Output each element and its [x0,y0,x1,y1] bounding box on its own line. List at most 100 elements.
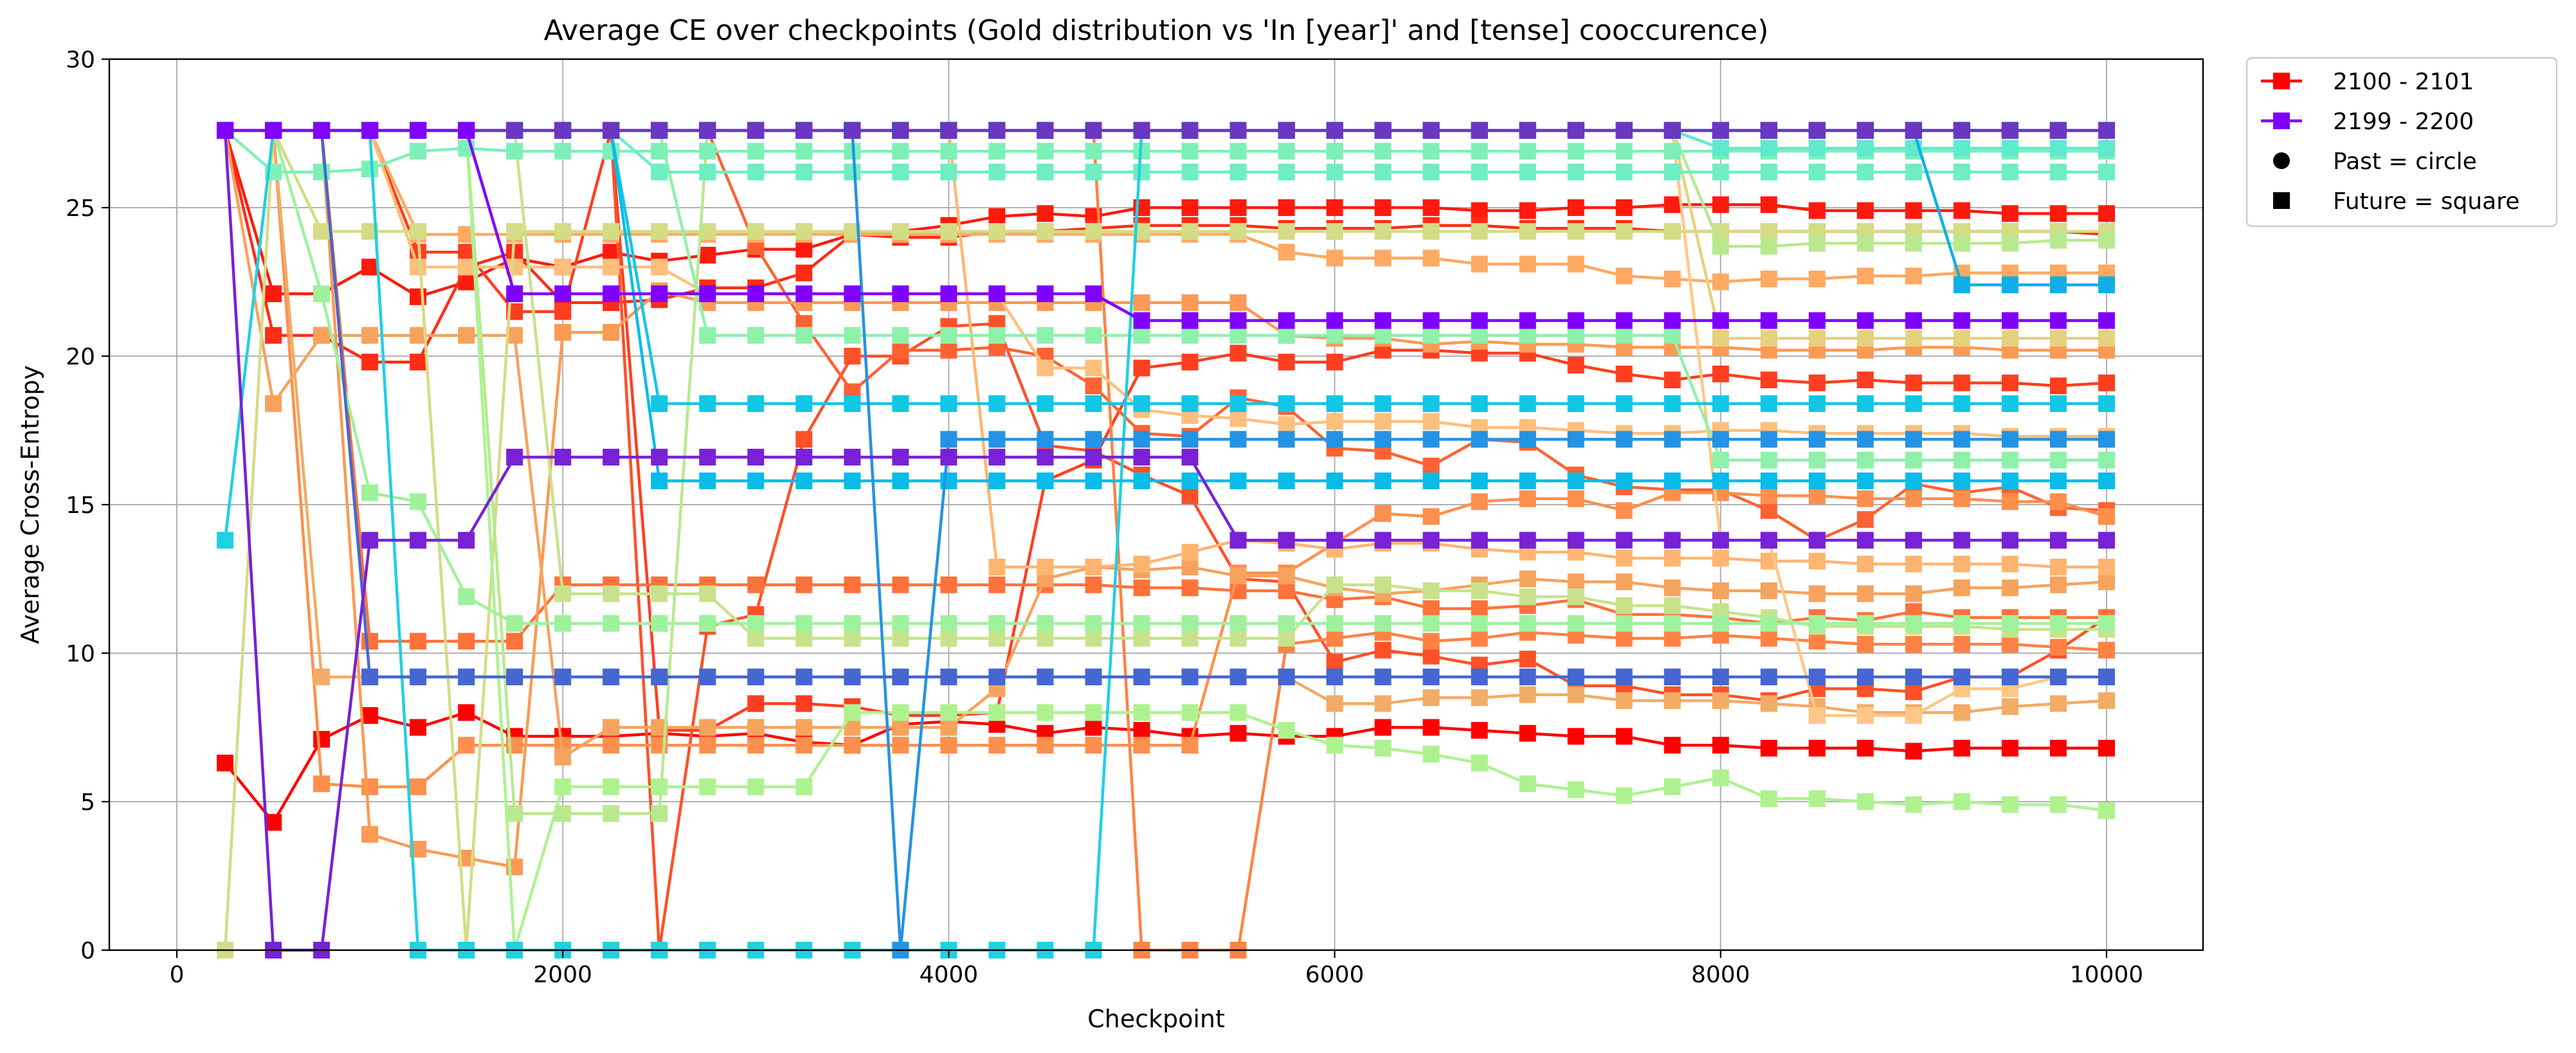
data-point [1567,223,1584,240]
data-point [1905,683,1922,701]
data-point [1953,140,1970,157]
data-point [1905,374,1922,392]
data-point [1712,550,1729,567]
data-point [2001,579,2018,597]
data-point [795,327,813,344]
data-point [1422,719,1440,736]
data-point [651,473,668,489]
data-point [844,737,861,754]
data-point [2098,692,2115,709]
data-point [217,122,234,139]
data-point [2098,395,2115,412]
data-point [2049,140,2067,157]
data-point [1953,163,1970,181]
data-point [2049,615,2067,632]
data-point [1422,413,1440,430]
data-point [2098,330,2115,347]
data-point [940,122,957,139]
data-point [1133,737,1150,754]
data-point [1422,199,1440,216]
data-point [795,629,813,647]
x-tick-label: 2000 [533,962,592,988]
data-point [1326,629,1343,647]
data-point [988,122,1006,139]
data-point [1422,532,1440,549]
data-point [410,532,427,549]
data-point [1615,312,1633,329]
data-point [603,223,620,240]
data-point [1519,143,1536,160]
data-point [1181,122,1199,139]
data-point [2049,163,2067,181]
data-point [1712,737,1729,754]
data-point [1326,737,1343,754]
data-point [1133,579,1150,597]
data-point [1760,615,1777,632]
data-point [795,122,813,139]
data-point [1471,122,1488,139]
data-point [1278,223,1295,240]
data-point [554,122,572,139]
data-point [2001,493,2018,510]
data-point [1808,270,1826,287]
y-tick-label: 25 [66,195,95,222]
data-point [844,122,861,139]
data-point [1326,143,1343,160]
data-point [361,160,379,177]
data-point [651,778,668,795]
data-point [458,588,475,606]
data-point [1953,330,1970,347]
data-point [1905,742,1922,760]
data-point [603,122,620,139]
series-line [225,129,2107,732]
data-point [2001,532,2018,549]
data-point [651,122,668,139]
data-point [844,449,861,466]
data-point [747,395,765,412]
data-point [1133,704,1150,721]
data-point [892,395,909,412]
data-point [1760,122,1777,139]
y-tick-label: 0 [80,938,95,964]
data-point [1905,615,1922,632]
series-line [225,129,2107,869]
data-point [1856,793,1874,810]
data-point [1519,570,1536,588]
data-point [1278,199,1295,216]
data-point [1229,629,1247,647]
data-point [1808,615,1826,632]
data-point [554,669,572,685]
data-point [1037,449,1054,466]
data-point [2049,739,2067,757]
data-point [313,327,331,344]
data-point [410,223,427,240]
data-point [1856,395,1874,412]
data-point [1615,532,1633,549]
data-point [2098,163,2115,181]
data-point [795,431,813,448]
data-point [1519,532,1536,549]
data-point [1856,490,1874,507]
data-point [1905,796,1922,813]
data-point [1905,395,1922,412]
data-point [795,264,813,282]
data-point [1181,629,1199,647]
data-point [1181,294,1199,311]
y-tick-label: 20 [66,344,95,370]
data-point [1567,781,1584,798]
data-point [1471,327,1488,344]
data-point [2049,796,2067,813]
data-point [1278,244,1295,261]
data-point [361,122,379,139]
data-point [651,669,668,685]
data-point [940,719,957,736]
data-point [1808,140,1826,157]
data-point [1181,473,1199,489]
data-point [1615,431,1633,448]
data-point [1133,669,1150,685]
data-point [892,449,909,466]
data-point [988,449,1006,466]
data-point [988,285,1006,302]
data-point [2098,559,2115,575]
